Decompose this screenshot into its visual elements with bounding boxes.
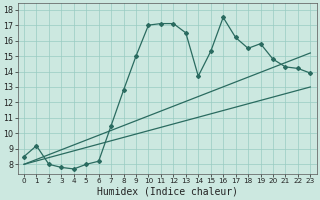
X-axis label: Humidex (Indice chaleur): Humidex (Indice chaleur) (97, 187, 238, 197)
